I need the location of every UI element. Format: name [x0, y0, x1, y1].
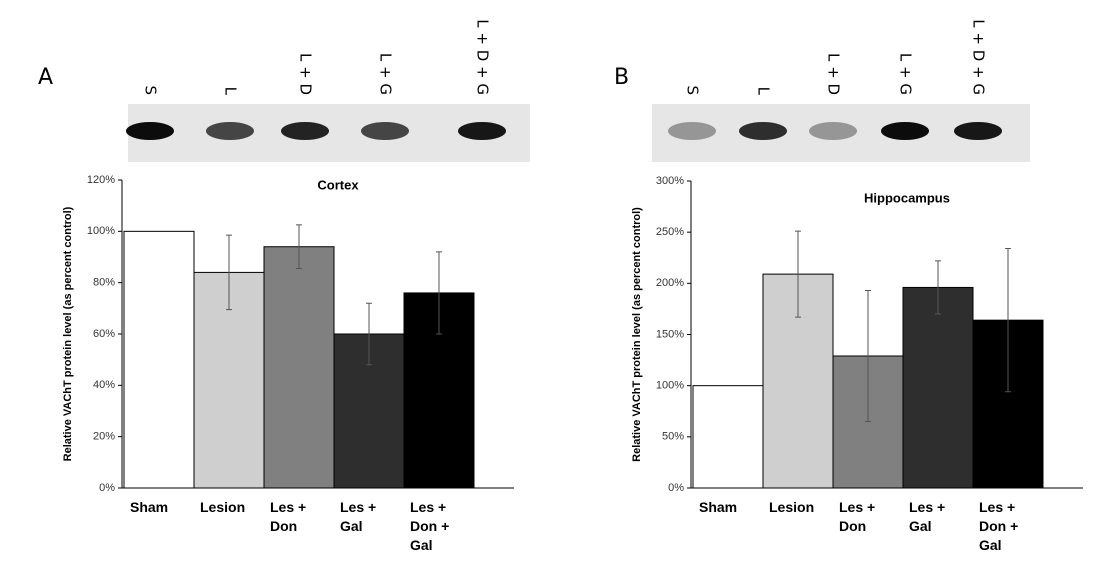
x-tick-label-box: Sham — [699, 499, 738, 515]
lane-label: L + D + G — [970, 19, 988, 95]
y-tick-label: 200% — [656, 277, 684, 289]
blot-band — [361, 122, 409, 140]
error-bar — [795, 230, 801, 318]
y-tick-label: 0% — [99, 482, 115, 494]
x-tick-label: Les + Don + Gal — [979, 499, 1019, 553]
blot-band — [809, 122, 857, 140]
x-tick-label: Sham — [699, 499, 738, 515]
lane-label: L + G — [377, 53, 395, 95]
blot-band — [954, 122, 1002, 140]
x-tick-label-box: Les + Don — [839, 499, 876, 534]
chart-title: Hippocampus — [864, 190, 950, 205]
x-tick-label: Les + Don — [270, 499, 307, 534]
lane-label: S — [142, 85, 160, 95]
x-tick-label-box: Lesion — [769, 499, 815, 515]
blot-band — [739, 122, 787, 140]
blot-band — [206, 122, 254, 140]
error-bar — [865, 289, 871, 422]
x-tick-label-box: Lesion — [200, 499, 246, 515]
blot-band — [126, 122, 174, 140]
y-tick-label: 40% — [93, 379, 115, 391]
y-tick-label: 60% — [93, 328, 115, 340]
panel-label: A — [38, 65, 53, 90]
blot-band — [458, 122, 506, 140]
y-tick-label: 150% — [656, 328, 684, 340]
chart-title: Cortex — [317, 177, 359, 192]
error-bar — [1005, 248, 1011, 393]
x-tick-label-box: Les + Gal — [340, 499, 377, 534]
y-tick-label: 250% — [656, 226, 684, 238]
error-bar — [436, 251, 442, 335]
error-bar — [935, 260, 941, 315]
bar — [263, 246, 335, 489]
lane-label: L + D — [297, 53, 315, 95]
lane-label: S — [684, 85, 702, 95]
y-tick-label: 80% — [93, 277, 115, 289]
y-tick-label: 100% — [87, 225, 115, 237]
x-tick-label: Les + Don + Gal — [410, 499, 450, 553]
blot-band — [281, 122, 329, 140]
y-tick-label: 20% — [93, 431, 115, 443]
x-tick-label-box: Les + Gal — [909, 499, 946, 534]
error-bar — [366, 302, 372, 366]
x-tick-label: Sham — [130, 499, 169, 515]
y-axis-label: Relative VAChT protein level (as percent… — [62, 206, 74, 461]
blot-band — [668, 122, 716, 140]
y-tick-label: 100% — [656, 380, 684, 392]
x-tick-label-box: Les + Don + Gal — [979, 499, 1019, 553]
lane-label: L + D — [825, 53, 843, 95]
y-tick-label: 0% — [668, 482, 684, 494]
error-bar — [296, 224, 302, 270]
lane-label: L + D + G — [474, 19, 492, 95]
error-bar — [226, 234, 232, 311]
lane-label: L — [222, 87, 240, 96]
y-tick-label: 120% — [87, 174, 115, 186]
y-tick-label: 300% — [656, 175, 684, 187]
lane-label: L + G — [897, 53, 915, 95]
x-tick-label: Lesion — [200, 499, 246, 515]
panel-label: B — [614, 65, 629, 90]
x-tick-label: Les + Gal — [909, 499, 946, 534]
y-tick-label: 50% — [662, 431, 684, 443]
y-axis-label: Relative VAChT protein level (as percent… — [631, 207, 643, 462]
bar — [902, 286, 974, 489]
bar — [123, 230, 195, 489]
x-tick-label: Les + Gal — [340, 499, 377, 534]
bar — [692, 385, 764, 489]
x-tick-label-box: Sham — [130, 499, 169, 515]
x-tick-label: Les + Don — [839, 499, 876, 534]
x-tick-label: Lesion — [769, 499, 815, 515]
lane-label: L — [755, 87, 773, 96]
blot-band — [881, 122, 929, 140]
x-tick-label-box: Les + Don + Gal — [410, 499, 450, 553]
x-tick-label-box: Les + Don — [270, 499, 307, 534]
